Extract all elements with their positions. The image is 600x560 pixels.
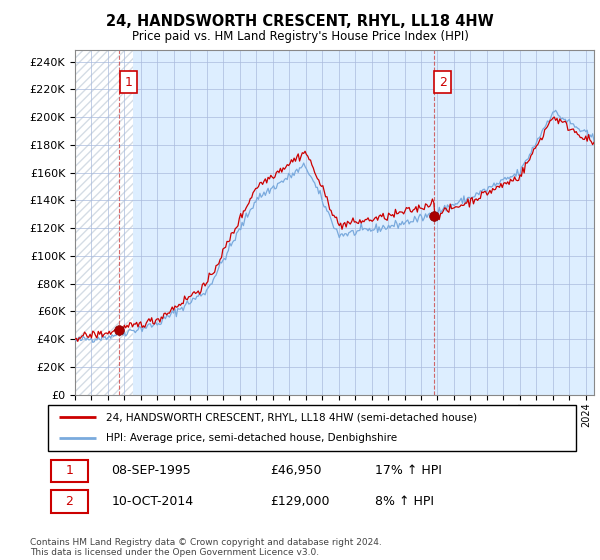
Bar [50, 491, 88, 513]
Text: 8% ↑ HPI: 8% ↑ HPI [376, 495, 434, 508]
Bar [75, 50, 133, 395]
Text: £129,000: £129,000 [270, 495, 329, 508]
Text: 1: 1 [65, 464, 73, 478]
Text: 1: 1 [124, 76, 132, 89]
Text: 24, HANDSWORTH CRESCENT, RHYL, LL18 4HW (semi-detached house): 24, HANDSWORTH CRESCENT, RHYL, LL18 4HW … [106, 412, 477, 422]
Text: 2: 2 [439, 76, 446, 89]
Bar [50, 460, 88, 482]
Bar [75, 50, 133, 395]
Text: 24, HANDSWORTH CRESCENT, RHYL, LL18 4HW: 24, HANDSWORTH CRESCENT, RHYL, LL18 4HW [106, 14, 494, 29]
Text: HPI: Average price, semi-detached house, Denbighshire: HPI: Average price, semi-detached house,… [106, 433, 397, 444]
Text: 10-OCT-2014: 10-OCT-2014 [112, 495, 193, 508]
Text: Contains HM Land Registry data © Crown copyright and database right 2024.
This d: Contains HM Land Registry data © Crown c… [30, 538, 382, 557]
Text: Price paid vs. HM Land Registry's House Price Index (HPI): Price paid vs. HM Land Registry's House … [131, 30, 469, 43]
Text: 17% ↑ HPI: 17% ↑ HPI [376, 464, 442, 478]
Text: £46,950: £46,950 [270, 464, 321, 478]
Text: 2: 2 [65, 495, 73, 508]
Text: 08-SEP-1995: 08-SEP-1995 [112, 464, 191, 478]
